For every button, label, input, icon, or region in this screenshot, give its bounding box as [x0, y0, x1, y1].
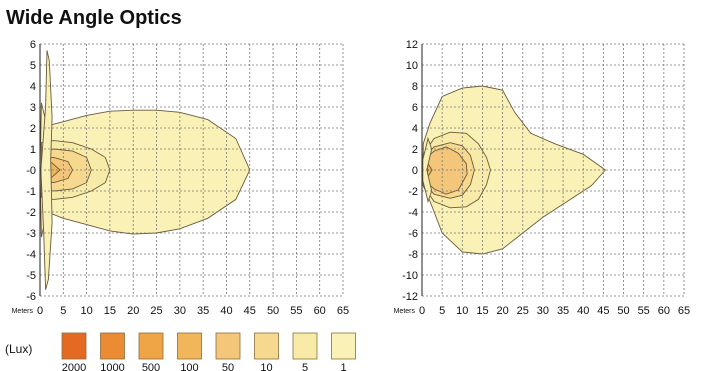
x-tick-label: 50 — [267, 305, 279, 317]
x-tick-label: 45 — [597, 305, 609, 317]
y-tick-label: -3 — [26, 228, 36, 240]
y-tick-label: -1 — [26, 186, 36, 198]
legend-swatch-2000 — [61, 332, 87, 360]
y-tick-label: 2 — [30, 123, 36, 135]
x-tick-label: 25 — [150, 305, 162, 317]
legend-swatch-100 — [177, 332, 202, 360]
legend-value-10: 10 — [260, 362, 272, 371]
y-tick-label: 3 — [30, 102, 36, 114]
x-tick-label: 35 — [197, 305, 209, 317]
legend-value-5: 5 — [302, 362, 308, 371]
y-tick-label: -6 — [26, 291, 36, 303]
y-tick-label: 8 — [412, 81, 418, 93]
x-tick-label: 15 — [104, 305, 116, 317]
x-tick-label: 30 — [174, 305, 186, 317]
y-tick-label: -2 — [26, 207, 36, 219]
x-tick-label: 65 — [337, 305, 349, 317]
x-tick-label: 25 — [517, 305, 529, 317]
x-tick-label: 5 — [439, 305, 445, 317]
x-tick-label: 55 — [290, 305, 302, 317]
legend-swatch-10 — [254, 332, 279, 360]
x-tick-label: 0 — [37, 305, 43, 317]
legend-label: (Lux) — [5, 342, 32, 356]
y-tick-label: 12 — [406, 39, 418, 51]
x-tick-label: 50 — [617, 305, 629, 317]
y-tick-label: -4 — [26, 249, 36, 261]
isolux-fringe-contour — [40, 50, 53, 290]
legend-swatch-5 — [292, 332, 318, 360]
chart-title: Wide Angle Optics — [6, 7, 182, 29]
legend-value-50: 50 — [222, 362, 234, 371]
y-tick-label: 6 — [30, 39, 36, 51]
legend-value-500: 500 — [142, 362, 160, 371]
legend-value-2000: 2000 — [62, 362, 86, 371]
x-tick-label: 60 — [658, 305, 670, 317]
y-tick-label: 4 — [412, 123, 418, 135]
x-tick-label: 35 — [557, 305, 569, 317]
y-tick-label: 1 — [30, 144, 36, 156]
x-tick-label: 15 — [476, 305, 488, 317]
x-tick-label: 30 — [537, 305, 549, 317]
x-axis-label: Meters — [394, 308, 416, 315]
x-tick-label: 10 — [80, 305, 92, 317]
legend-value-1: 1 — [340, 362, 346, 371]
lux-legend: (Lux) 2000 1000 500 100 50 10 5 1 — [5, 332, 356, 371]
y-tick-label: 5 — [30, 60, 36, 72]
legend-swatch-1 — [331, 332, 356, 360]
y-tick-label: -0 — [26, 165, 36, 177]
y-tick-label: 10 — [406, 60, 418, 72]
legend-swatch-1000 — [100, 332, 125, 360]
y-tick-label: -5 — [26, 270, 36, 282]
legend-swatch-500 — [138, 332, 164, 360]
y-tick-label: -8 — [408, 249, 418, 261]
x-tick-label: 40 — [220, 305, 232, 317]
y-tick-label: 0 — [412, 165, 418, 177]
x-tick-label: 45 — [244, 305, 256, 317]
x-tick-label: 20 — [127, 305, 139, 317]
y-tick-label: 6 — [412, 102, 418, 114]
x-tick-label: 20 — [496, 305, 508, 317]
legend-swatch-50 — [215, 332, 241, 360]
y-tick-label: 4 — [30, 81, 36, 93]
x-tick-label: 0 — [419, 305, 425, 317]
x-tick-label: 40 — [577, 305, 589, 317]
x-tick-label: 60 — [314, 305, 326, 317]
y-tick-label: -12 — [402, 291, 418, 303]
x-tick-label: 55 — [638, 305, 650, 317]
y-tick-label: -4 — [408, 207, 418, 219]
legend-value-1000: 1000 — [100, 362, 124, 371]
x-tick-label: 10 — [456, 305, 468, 317]
y-tick-label: -6 — [408, 228, 418, 240]
x-tick-label: 65 — [678, 305, 690, 317]
y-tick-label: 2 — [412, 144, 418, 156]
x-axis-label: Meters — [12, 308, 34, 315]
isolux-fringe-contour — [422, 136, 433, 204]
y-tick-label: -10 — [402, 270, 418, 282]
x-tick-label: 5 — [60, 305, 66, 317]
y-tick-label: -2 — [408, 186, 418, 198]
legend-value-100: 100 — [180, 362, 198, 371]
